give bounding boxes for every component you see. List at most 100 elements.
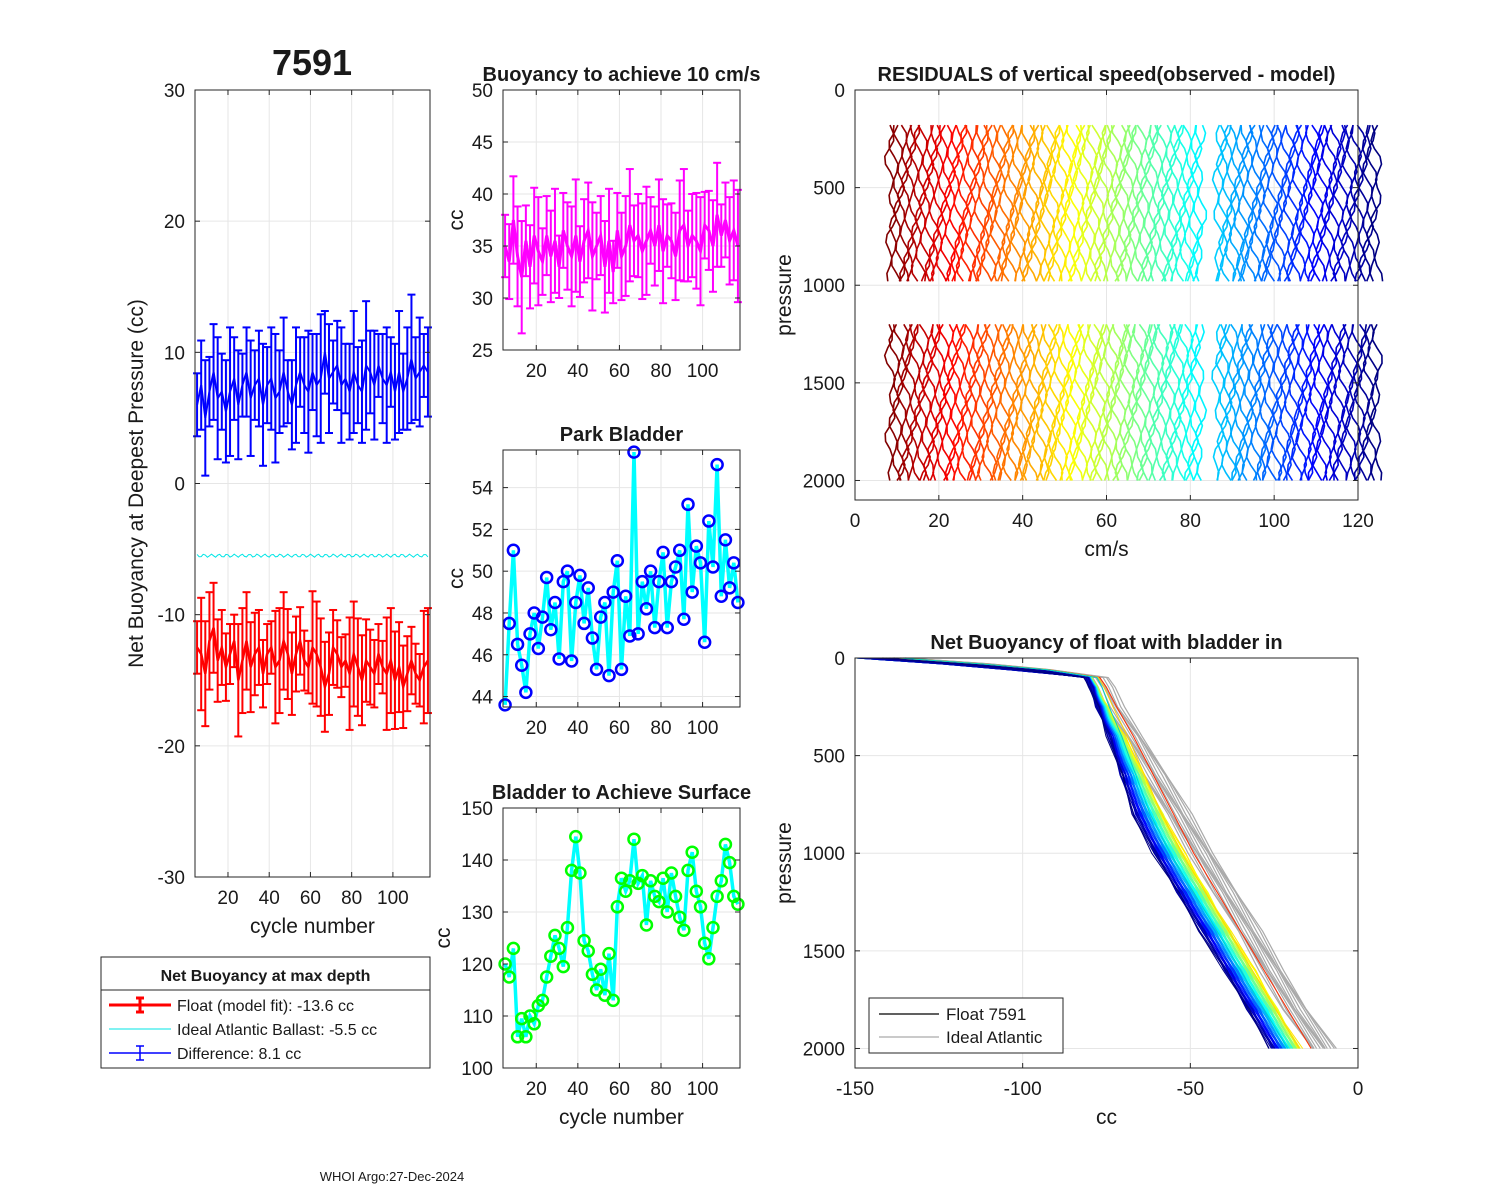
y-axis-label: cc [445,568,468,589]
y-tick-label: 2000 [803,1039,845,1060]
residual-profile [1228,323,1242,481]
surface-bladder-point [681,863,695,878]
park-bladder-point [581,581,595,595]
park-bladder-point [652,574,666,589]
residual-profile [1072,124,1086,282]
residual-profile [1106,124,1120,282]
surface-bladder-point [731,897,745,911]
residual-profile [1269,324,1284,481]
park-bladder-point [585,631,600,645]
surface-bladder-point [564,863,579,878]
y-tick-label: 150 [461,799,493,820]
surface-bladder-point [643,874,658,888]
surface-bladder-point [498,957,512,971]
surface-bladder-point [560,920,575,935]
y-tick-label: 0 [834,81,845,102]
y-tick-label: 0 [834,649,845,670]
x-tick-label: 80 [341,888,362,909]
residual-profile [904,324,918,481]
surface-bladder-point [664,866,679,880]
x-tick-label: 100 [377,888,409,909]
axis-frame [854,657,1359,1069]
y-tick-label: 45 [472,133,493,154]
plot-layer [883,124,1384,481]
surface-bladder-point [714,874,729,888]
residual-profile [1237,125,1250,282]
y-tick-label: -10 [158,606,185,627]
residual-profile [1194,124,1208,282]
x-tick-label: 40 [1012,511,1033,532]
axes-net_buoyancy_deepest: 20 40 60 80 100 -30 -20 -10 0 10 20 30 cycle number N… [125,81,432,938]
park-bladder-point [697,635,712,649]
residual-profile [943,124,957,282]
residual-profile [1294,124,1308,282]
residual-profile [1019,324,1032,481]
residual-profile [1279,324,1292,481]
residual-profile [938,125,953,282]
residual-profile [1332,324,1347,481]
surface-bladder-point [722,855,737,870]
park-bladder-point [672,543,687,558]
legend-entry-value: -5.5 cc [329,1022,377,1039]
park-bladder-point [693,556,708,570]
y-tick-label: 10 [164,343,185,364]
park-bladder-point [660,620,674,635]
ideal-ballast-line [196,553,429,558]
figure-title: 7591 [272,42,352,83]
park-bladder-point [573,568,587,583]
y-tick-label: 48 [472,604,493,625]
surface-bladder-point [689,884,704,898]
residual-profile [1340,124,1353,282]
park-bladder-point [714,589,729,604]
y-tick-label: 1000 [803,276,845,297]
x-tick-label: 20 [526,718,547,739]
park-bladder-point [610,553,625,568]
park-bladder-point [602,668,616,683]
residual-profile [951,124,965,282]
park-bladder-point [664,574,679,589]
residual-profile [1365,124,1378,282]
park-bladder-point [706,560,720,574]
x-tick-label: 80 [650,1079,671,1100]
residual-profile [1344,324,1358,481]
residual-profile [989,323,1003,481]
park-bladder-point [519,685,533,700]
park-bladder-point [606,585,620,599]
surface-bladder-point [614,871,629,885]
park-bladder-point [498,698,512,712]
surface-bladder-point [639,918,654,932]
residual-profile [1118,323,1131,481]
float-profile [874,657,1270,1049]
residual-profile [913,124,927,282]
residual-profile [942,323,957,481]
residual-profile [1105,323,1120,481]
surface-bladder-point [718,837,733,852]
x-tick-label: 0 [850,511,861,532]
legend-entry: Difference: 8.1 cc [177,1046,301,1063]
residual-profile [1244,124,1258,282]
plot-layer [498,445,745,712]
residual-profile [959,323,974,481]
surface-bladder-point [702,952,716,966]
float-profile [888,657,1275,1049]
x-axis-label: cycle number [559,1106,684,1129]
surface-bladder-point [706,920,720,935]
x-tick-label: 20 [217,888,238,909]
residual-profile [1122,124,1136,282]
surface-bladder-point [677,923,691,937]
legend-bladder-in: Float 7591 Ideal Atlantic [868,997,1064,1054]
park-bladder-point [544,622,558,637]
y-tick-label: 0 [174,475,185,496]
residual-profile [972,324,986,481]
park-bladder-point [689,539,704,553]
park-bladder-point [569,595,583,610]
surface-bladder-point [610,900,625,914]
legend-entry-value: -13.6 cc [297,998,354,1015]
x-tick-label: 80 [1180,511,1201,532]
x-tick-label: 100 [1258,511,1290,532]
residual-profile [1005,124,1020,282]
residual-profile [1065,324,1079,481]
residual-profile [1160,124,1175,282]
